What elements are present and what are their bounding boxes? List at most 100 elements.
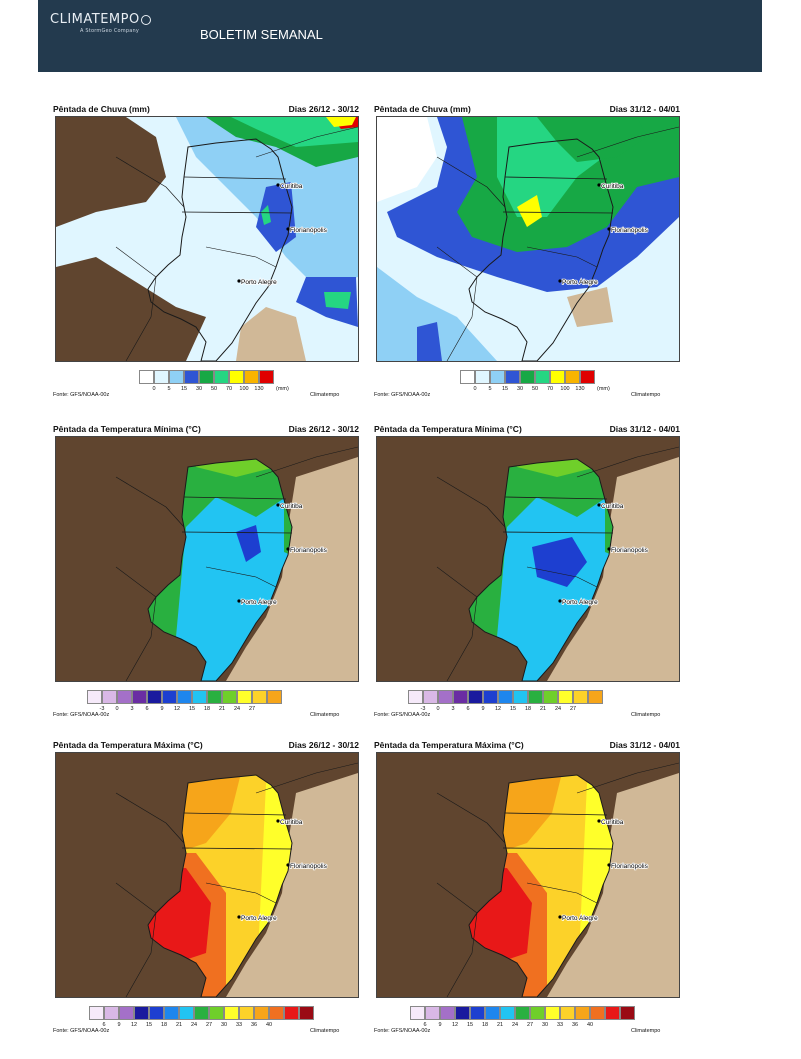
city-label: Florianópolis xyxy=(290,227,328,234)
legend-tick-label: 18 xyxy=(160,1022,168,1028)
legend-tick-label: 100 xyxy=(560,386,570,392)
legend-tick-label: 18 xyxy=(481,1022,489,1028)
legend-swatch xyxy=(237,690,252,704)
panel-title: Pêntada da Temperatura Mínima (°C) Dias 3… xyxy=(374,424,680,436)
legend-tick-label: 12 xyxy=(494,706,502,712)
city-marker-icon xyxy=(558,599,562,603)
source-label: Fonte: GFS/NOAA-00z xyxy=(53,1028,110,1034)
legend-unit: (mm) xyxy=(276,386,289,392)
legend-swatch xyxy=(214,370,229,384)
legend-tick-label: 18 xyxy=(203,706,211,712)
legend-tick-label: 3 xyxy=(130,706,134,712)
legend-tick-label: 50 xyxy=(210,386,218,392)
legend-tick-label: 18 xyxy=(524,706,532,712)
city-marker-icon xyxy=(237,915,241,919)
city-label: Porto Alegre xyxy=(562,599,598,606)
logo-mark-icon xyxy=(140,14,151,25)
city-marker-icon xyxy=(597,183,601,187)
weather-map: Curitiba Florianópolis Porto Alegre xyxy=(55,752,359,998)
legend-swatch xyxy=(453,690,468,704)
legend-tick-label: 6 xyxy=(466,706,470,712)
legend-swatch xyxy=(119,1006,134,1020)
weather-map: Curitiba Florianópolis Porto Alegre xyxy=(55,116,359,362)
city-label: Porto Alegre xyxy=(241,279,277,286)
legend-tick-label: 12 xyxy=(130,1022,138,1028)
legend-swatch xyxy=(483,690,498,704)
panel-period: Dias 31/12 - 04/01 xyxy=(609,424,680,434)
weather-map-graphic: Curitiba Florianópolis Porto Alegre xyxy=(56,437,359,682)
legend-tick-label: 30 xyxy=(516,386,524,392)
city-label: Florianópolis xyxy=(611,227,649,234)
legend-swatch xyxy=(580,370,595,384)
map-panel-rain-1: Pêntada de Chuva (mm) Dias 26/12 - 30/12 C… xyxy=(53,104,359,422)
legend-swatch xyxy=(267,690,282,704)
legend-swatch xyxy=(147,690,162,704)
city-label: Curitiba xyxy=(601,819,624,826)
legend-tick-label: 0 xyxy=(115,706,119,712)
legend-tick-label: 70 xyxy=(546,386,554,392)
legend-swatch xyxy=(620,1006,635,1020)
weather-map: Curitiba Florianópolis Porto Alegre xyxy=(376,116,680,362)
legend-swatch xyxy=(575,1006,590,1020)
city-marker-icon xyxy=(276,819,280,823)
legend-swatch xyxy=(184,370,199,384)
legend-swatch xyxy=(149,1006,164,1020)
legend-swatch xyxy=(194,1006,209,1020)
legend-tick-label: 5 xyxy=(167,386,171,392)
legend-swatch xyxy=(470,1006,485,1020)
city-label: Porto Alegre xyxy=(562,279,598,286)
legend-swatch xyxy=(530,1006,545,1020)
legend-swatch xyxy=(102,690,117,704)
legend-swatch xyxy=(498,690,513,704)
legend-swatch xyxy=(535,370,550,384)
legend-swatch xyxy=(500,1006,515,1020)
legend-swatch xyxy=(460,370,475,384)
map-panel-tmax-1: Pêntada da Temperatura Máxima (°C) Dias 2… xyxy=(53,740,359,1058)
legend-swatch xyxy=(573,690,588,704)
legend-swatch xyxy=(177,690,192,704)
weather-map-graphic: Curitiba Florianópolis Porto Alegre xyxy=(377,117,680,362)
legend-tick-label: -3 xyxy=(420,706,426,712)
legend-tick-label: 40 xyxy=(265,1022,273,1028)
legend-tick-label: 24 xyxy=(190,1022,198,1028)
legend-swatch xyxy=(468,690,483,704)
legend-swatch xyxy=(560,1006,575,1020)
legend-tick-label: 6 xyxy=(102,1022,106,1028)
panel-period: Dias 31/12 - 04/01 xyxy=(609,740,680,750)
city-label: Curitiba xyxy=(601,503,624,510)
source-label: Fonte: GFS/NOAA-00z xyxy=(53,712,110,718)
map-panel-tmin-2: Pêntada da Temperatura Mínima (°C) Dias 3… xyxy=(374,424,680,742)
city-label: Florianópolis xyxy=(290,547,328,554)
legend-tick-label: 15 xyxy=(188,706,196,712)
city-marker-icon xyxy=(607,863,611,867)
city-label: Porto Alegre xyxy=(241,599,277,606)
color-legend xyxy=(460,370,595,384)
city-marker-icon xyxy=(286,863,290,867)
map-panel-rain-2: Pêntada de Chuva (mm) Dias 31/12 - 04/01 C… xyxy=(374,104,680,422)
legend-tick-label: 27 xyxy=(526,1022,534,1028)
legend-swatch xyxy=(254,1006,269,1020)
legend-tick-label: 100 xyxy=(239,386,249,392)
legend-swatch xyxy=(440,1006,455,1020)
legend-tick-label: 27 xyxy=(205,1022,213,1028)
city-marker-icon xyxy=(276,183,280,187)
city-label: Florianópolis xyxy=(611,547,649,554)
legend-swatch xyxy=(520,370,535,384)
source-label: Fonte: GFS/NOAA-00z xyxy=(374,392,431,398)
legend-tick-label: 21 xyxy=(175,1022,183,1028)
legend-tick-label: 12 xyxy=(451,1022,459,1028)
legend-tick-label: 15 xyxy=(501,386,509,392)
legend-swatch xyxy=(590,1006,605,1020)
legend-swatch xyxy=(605,1006,620,1020)
logo-subtitle: A StormGeo Company xyxy=(80,28,140,34)
legend-swatch xyxy=(490,370,505,384)
panel-period: Dias 31/12 - 04/01 xyxy=(609,104,680,114)
city-marker-icon xyxy=(607,227,611,231)
color-legend xyxy=(408,690,603,704)
legend-swatch xyxy=(222,690,237,704)
panel-title: Pêntada da Temperatura Máxima (°C) Dias 3… xyxy=(374,740,680,752)
legend-swatch xyxy=(259,370,274,384)
legend-swatch xyxy=(269,1006,284,1020)
legend-swatch xyxy=(513,690,528,704)
legend-tick-label: 24 xyxy=(511,1022,519,1028)
